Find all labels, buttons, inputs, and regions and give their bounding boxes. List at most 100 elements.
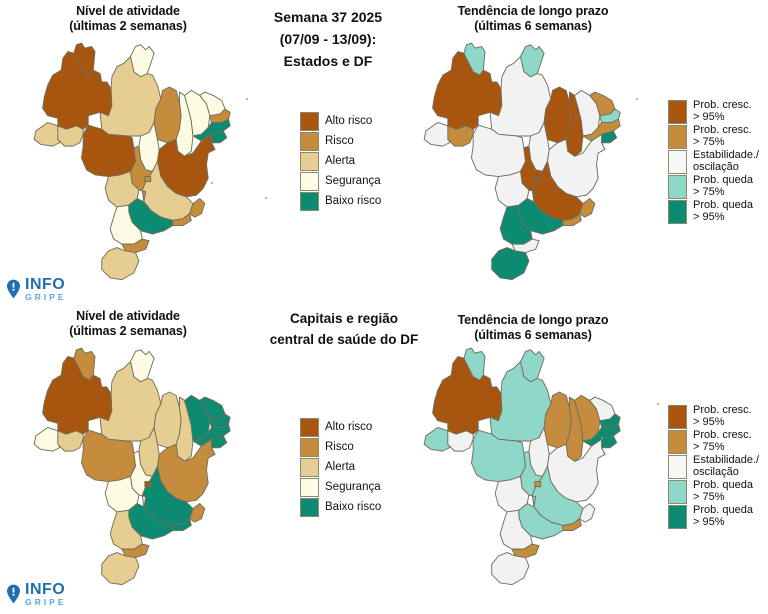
legend-swatch [300,112,319,131]
center-title-line-5: central de saúde do DF [269,332,419,347]
center-title-line-4: Capitais e região [289,311,399,326]
state-sc [511,543,540,559]
state-rs [101,552,140,586]
legend-item: Prob. queda > 75% [668,174,759,199]
state-rr [463,42,486,76]
title-line-2: (últimas 6 semanas) [474,328,592,342]
legend-trend-bottom: Prob. cresc. > 95% Prob. cresc. > 75% Esta… [668,404,760,530]
state-ro [57,430,84,452]
center-title-line-1: Semana 37 2025 [273,9,383,25]
legend-swatch [300,478,319,497]
legend-swatch [668,455,687,479]
state-ba [547,438,606,503]
title-line-1: Nível de atividade [76,309,180,323]
legend-activity-top: Alto risco Risco Alerta Segurança Baixo risc… [300,112,381,212]
logo-info-text: INFO [25,276,66,293]
state-ac [423,427,450,452]
legend-swatch [668,480,687,504]
speckle [211,182,213,184]
state-es [189,503,206,523]
legend-item: Estabilidade./ oscilação [668,149,760,174]
legend-label: Estabilidade./ oscilação [693,454,760,478]
state-sc [121,543,150,559]
brazil-choropleth-map [423,347,621,586]
legend-swatch [300,132,319,151]
legend-item: Prob. queda > 75% [668,479,759,504]
speckle [265,197,267,199]
legend-swatch [668,405,687,429]
state-es [189,198,206,218]
state-ro [447,430,474,452]
speckle [601,437,603,439]
center-title-top: Semana 37 2025 (07/09 - 13/09): Estados … [248,6,408,72]
state-rr [463,347,486,381]
title-line-1: Tendência de longo prazo [457,4,609,18]
speckle [657,403,659,405]
legend-swatch [668,175,687,199]
state-ba [157,438,216,503]
legend-swatch [668,200,687,224]
legend-swatch [300,152,319,171]
map-estados-tendencia [398,38,648,283]
speckle [636,98,638,100]
legend-item: Alto risco [300,418,381,437]
state-ac [33,427,60,452]
state-sc [121,238,150,254]
state-rr [73,42,96,76]
legend-item: Prob. cresc. > 75% [668,124,759,149]
legend-item: Prob. queda > 95% [668,504,759,529]
legend-label: Alto risco [325,115,373,128]
legend-label: Alerta [325,155,356,168]
logo-gripe-text: GRIPE [25,597,67,607]
legend-item: Alto risco [300,112,381,131]
speckle [246,98,248,100]
state-ba [547,133,606,198]
legend-item: Estabilidade./ oscilação [668,454,760,479]
legend-label: Alto risco [325,421,373,434]
legend-swatch [300,192,319,211]
legend-label: Segurança [325,175,381,188]
legend-label: Prob. cresc. > 75% [693,429,752,453]
legend-label: Baixo risco [325,195,382,208]
brazil-choropleth-map [33,42,231,281]
legend-item: Segurança [300,172,381,191]
state-rs [491,552,530,586]
legend-item: Segurança [300,478,381,497]
title-line-2: (últimas 6 semanas) [474,19,592,33]
legend-label: Prob. cresc. > 95% [693,99,752,123]
map-capitais-tendencia [398,343,648,588]
legend-swatch [668,100,687,124]
bottom-left-map-title: Nível de atividade (últimas 2 semanas) [22,309,234,339]
brazil-choropleth-map [33,347,231,586]
state-ro [447,125,474,147]
bottom-right-map-title: Tendência de longo prazo (últimas 6 sema… [408,313,658,343]
legend-swatch [668,125,687,149]
title-line-2: (últimas 2 semanas) [69,324,187,338]
legend-label: Estabilidade./ oscilação [693,149,760,173]
legend-label: Prob. cresc. > 95% [693,404,752,428]
infogripe-logo-top: INFO GRIPE [6,277,66,302]
legend-swatch [300,418,319,437]
state-rr [73,347,96,381]
location-pin-icon [6,279,21,299]
logo-gripe-text: GRIPE [25,292,67,302]
legend-item: Prob. cresc. > 75% [668,429,759,454]
legend-label: Alerta [325,461,356,474]
legend-label: Risco [325,441,354,454]
state-es [579,503,596,523]
title-line-1: Tendência de longo prazo [457,313,609,327]
logo-info-text: INFO [25,581,66,598]
top-right-map-title: Tendência de longo prazo (últimas 6 sema… [408,4,658,34]
state-ro [57,125,84,147]
legend-item: Risco [300,438,381,457]
legend-label: Prob. queda > 95% [693,199,753,223]
state-ac [423,122,450,147]
title-line-2: (últimas 2 semanas) [69,19,187,33]
legend-swatch [668,505,687,529]
state-es [579,198,596,218]
legend-item: Risco [300,132,381,151]
legend-label: Prob. queda > 75% [693,174,753,198]
state-ac [33,122,60,147]
legend-item: Baixo risco [300,192,381,211]
infogripe-logo-bottom: INFO GRIPE [6,582,66,607]
